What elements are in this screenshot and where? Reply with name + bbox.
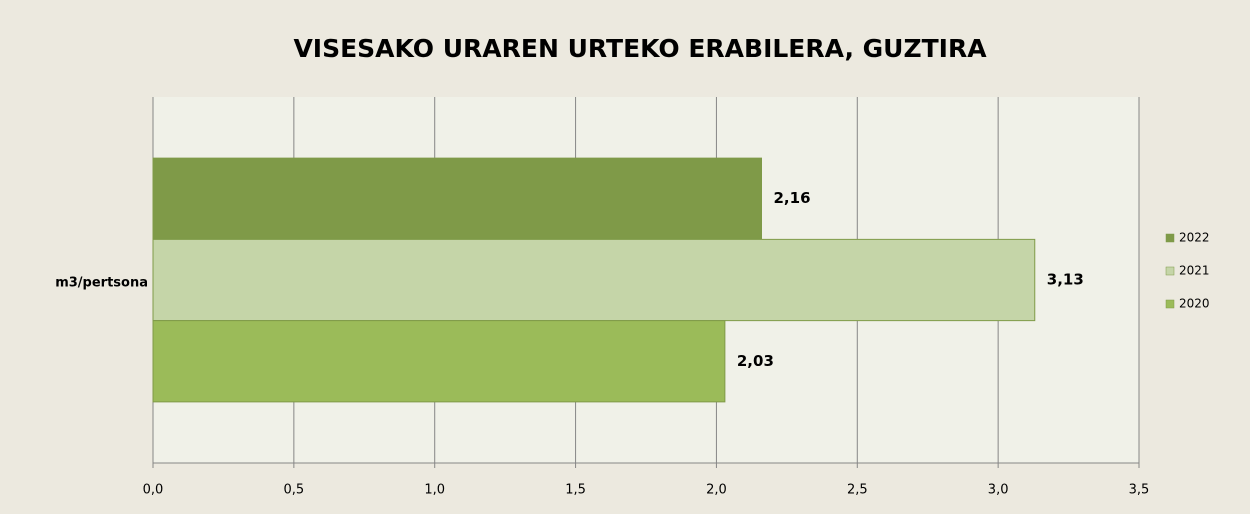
x-tick-label: 0,5 xyxy=(284,483,305,498)
legend-swatch xyxy=(1165,299,1175,309)
legend-swatch xyxy=(1165,266,1175,276)
bar xyxy=(152,238,1036,322)
x-tick-label: 3,5 xyxy=(1129,483,1150,498)
x-tick-label: 2,5 xyxy=(847,483,868,498)
data-label: 3,13 xyxy=(1047,271,1084,289)
chart-title: VISESAKO URAREN URTEKO ERABILERA, GUZTIR… xyxy=(293,34,987,63)
legend-swatch xyxy=(1165,233,1175,243)
y-tick-label: m3/pertsona xyxy=(55,276,148,291)
x-tick-label: 2,0 xyxy=(706,483,727,498)
data-label: 2,16 xyxy=(774,189,811,207)
legend-label: 2020 xyxy=(1179,297,1210,311)
x-tick-label: 3,0 xyxy=(988,483,1009,498)
legend-label: 2022 xyxy=(1179,231,1210,245)
x-tick-label: 1,5 xyxy=(565,483,586,498)
bar xyxy=(152,157,763,240)
x-tick-label: 1,0 xyxy=(424,483,445,498)
data-label: 2,03 xyxy=(737,352,774,370)
bar xyxy=(152,320,726,403)
legend-label: 2021 xyxy=(1179,264,1210,278)
x-tick-label: 0,0 xyxy=(143,483,164,498)
